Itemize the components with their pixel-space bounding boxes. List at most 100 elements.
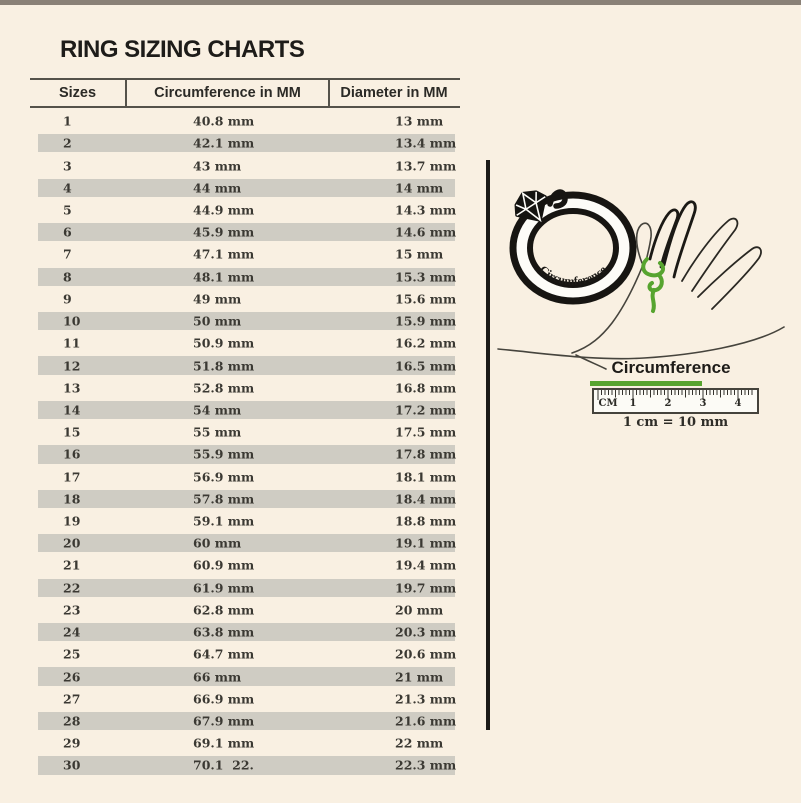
cell-diameter: 20.6 mm [395, 646, 457, 662]
cell-size: 1 [63, 113, 72, 129]
cell-size: 15 [63, 424, 81, 440]
cell-size: 23 [63, 602, 81, 618]
cell-size: 26 [63, 669, 81, 685]
cell-circumference: 50 mm [193, 313, 242, 329]
cell-circumference: 55 mm [193, 424, 242, 440]
cell-diameter: 14.3 mm [395, 202, 457, 218]
cell-circumference: 55.9 mm [193, 446, 255, 462]
cell-diameter: 21.6 mm [395, 713, 457, 729]
table-row: 2 42.1 mm 13.4 mm [38, 132, 456, 154]
cell-circumference: 44 mm [193, 180, 242, 196]
measuring-string-dangle [650, 288, 656, 313]
ruler-tick-label-1: 1 [629, 398, 637, 409]
cell-diameter: 15.3 mm [395, 269, 457, 285]
ruler-unit-label: CM [598, 398, 618, 409]
cell-circumference: 63.8 mm [193, 624, 255, 640]
cell-diameter: 16.2 mm [395, 335, 457, 351]
cell-diameter: 16.5 mm [395, 358, 457, 374]
table-row: 6 45.9 mm 14.6 mm [38, 221, 457, 243]
cell-diameter: 15.6 mm [395, 291, 457, 307]
hand-index-finger [648, 208, 680, 269]
ruler-tick-label-2: 2 [664, 398, 672, 409]
cell-circumference: 69.1 mm [193, 735, 255, 751]
cell-diameter: 15.9 mm [395, 313, 457, 329]
ruler-tick-label-3: 3 [699, 398, 707, 409]
cell-size: 4 [63, 180, 72, 196]
hand-pinky-finger [697, 246, 762, 310]
cell-diameter: 17.5 mm [395, 424, 457, 440]
cell-circumference: 59.1 mm [193, 513, 255, 529]
cell-diameter: 18.1 mm [395, 469, 457, 485]
cell-size: 13 [63, 380, 81, 396]
cell-circumference: 67.9 mm [193, 713, 255, 729]
cell-diameter: 14 mm [395, 180, 444, 196]
ring-band-inner [527, 208, 619, 288]
table-row: 11 50.9 mm 16.2 mm [38, 332, 457, 354]
cell-size: 14 [63, 402, 81, 418]
cell-diameter: 21 mm [395, 669, 444, 685]
ruler-ticks [597, 390, 753, 400]
table-row: 16 55.9 mm 17.8 mm [38, 443, 457, 465]
cell-size: 2 [63, 135, 72, 151]
cell-diameter: 14.6 mm [395, 224, 457, 240]
cell-size: 27 [63, 691, 81, 707]
table-row: 10 50 mm 15.9 mm [38, 310, 457, 332]
table-row: 9 49 mm 15.6 mm [38, 288, 457, 310]
column-header-circumference: Circumference in MM [127, 80, 330, 106]
cell-diameter: 20 mm [395, 602, 444, 618]
cell-size: 22 [63, 580, 81, 596]
table-row: 21 60.9 mm 19.4 mm [38, 554, 457, 576]
cell-size: 17 [63, 469, 81, 485]
cell-size: 8 [63, 269, 72, 285]
cell-circumference: 60.9 mm [193, 557, 255, 573]
ruler-note: 1 cm = 10 mm [622, 415, 729, 430]
cell-size: 9 [63, 291, 72, 307]
table-row: 13 52.8 mm 16.8 mm [38, 377, 456, 399]
cell-size: 10 [63, 313, 81, 329]
table-row: 20 60 mm 19.1 mm [38, 532, 456, 554]
table-row: 29 69.1 mm 22 mm [38, 732, 455, 754]
cell-circumference: 52.8 mm [193, 380, 255, 396]
cell-circumference: 70.1 22. [193, 757, 254, 773]
ring-prong-hook [547, 189, 568, 209]
table-row: 15 55 mm 17.5 mm [38, 421, 457, 443]
cell-circumference: 56.9 mm [193, 469, 255, 485]
column-header-sizes: Sizes [30, 80, 127, 106]
cell-size: 21 [63, 557, 81, 573]
cell-size: 24 [63, 624, 81, 640]
hand-wrist-crease [575, 354, 607, 370]
page-title: RING SIZING CHARTS [60, 36, 305, 63]
cell-circumference: 66 mm [193, 669, 242, 685]
table-row: 5 44.9 mm 14.3 mm [38, 199, 457, 221]
ring-size-table: Sizes Circumference in MM Diameter in MM… [30, 78, 460, 777]
cell-circumference: 43 mm [193, 158, 242, 174]
hand-ring-finger [681, 217, 739, 292]
cell-diameter: 17.8 mm [395, 446, 457, 462]
cell-diameter: 20.3 mm [395, 624, 457, 640]
cell-size: 28 [63, 713, 81, 729]
cell-circumference: 49 mm [193, 291, 242, 307]
cell-diameter: 18.4 mm [395, 491, 457, 507]
cell-size: 7 [63, 246, 72, 262]
hand-illustration [497, 200, 785, 370]
table-body: 1 40.8 mm 13 mm 2 42.1 mm 13.4 mm 3 43 m… [30, 110, 460, 777]
cell-circumference: 64.7 mm [193, 646, 255, 662]
cell-circumference: 61.9 mm [193, 580, 255, 596]
ruler-tick-label-4: 4 [734, 398, 742, 409]
cell-diameter: 19.4 mm [395, 557, 457, 573]
cell-diameter: 22 mm [395, 735, 444, 751]
cell-circumference: 66.9 mm [193, 691, 255, 707]
table-row: 18 57.8 mm 18.4 mm [38, 488, 457, 510]
cell-size: 30 [63, 757, 81, 773]
cell-circumference: 62.8 mm [193, 602, 255, 618]
table-row: 7 47.1 mm 15 mm [38, 243, 455, 265]
measured-length-bar [590, 381, 702, 386]
cell-diameter: 22.3 mm [395, 757, 457, 773]
cell-circumference: 42.1 mm [193, 135, 255, 151]
cell-circumference: 50.9 mm [193, 335, 255, 351]
top-accent-bar [0, 0, 801, 5]
table-header-row: Sizes Circumference in MM Diameter in MM [30, 78, 460, 108]
table-row: 27 66.9 mm 21.3 mm [38, 688, 456, 710]
table-row: 12 51.8 mm 16.5 mm [38, 354, 457, 376]
